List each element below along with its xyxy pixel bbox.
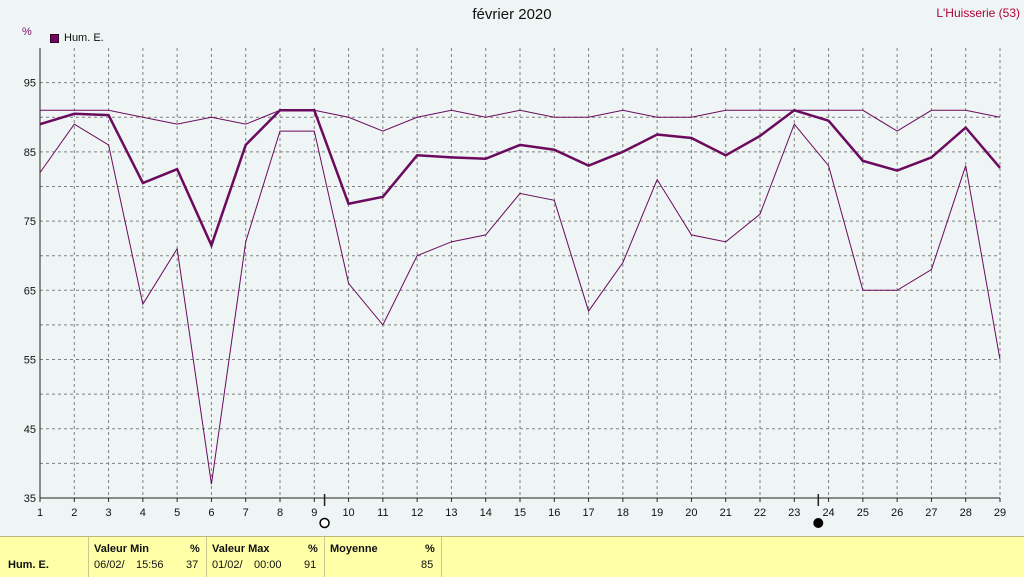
x-tick-label: 14 — [480, 507, 492, 519]
stats-min-time: 15:56 — [136, 559, 164, 571]
y-tick-label: 95 — [24, 78, 36, 90]
new-moon-icon — [813, 518, 824, 528]
chart-title: février 2020 — [472, 6, 552, 23]
x-tick-label: 27 — [925, 507, 937, 519]
stats-max-value: 91 — [304, 559, 317, 571]
y-tick-label: 65 — [24, 285, 36, 297]
stats-max-unit: % — [308, 543, 318, 555]
x-tick-label: 16 — [548, 507, 560, 519]
x-tick-label: 12 — [411, 507, 423, 519]
y-unit-label: % — [22, 26, 32, 38]
stats-min-unit: % — [190, 543, 200, 555]
x-tick-label: 28 — [960, 507, 972, 519]
stats-min-header: Valeur Min — [94, 543, 150, 555]
x-tick-label: 24 — [822, 507, 834, 519]
series-line-min — [39, 123, 1001, 485]
x-tick-label: 3 — [106, 507, 112, 519]
stats-min-value: 37 — [186, 559, 199, 571]
stats-mean-value: 85 — [421, 559, 434, 571]
x-tick-label: 7 — [243, 507, 249, 519]
chart-grid — [40, 48, 1001, 498]
stats-bar: Hum. E. Valeur Min % 06/02/ 15:56 37 Val… — [0, 536, 1024, 577]
x-tick-label: 10 — [342, 507, 354, 519]
moon-markers — [319, 494, 824, 529]
y-tick-label: 75 — [24, 216, 36, 228]
x-tick-label: 2 — [71, 507, 77, 519]
x-tick-label: 15 — [514, 507, 526, 519]
x-tick-label: 1 — [37, 507, 43, 519]
chart-series — [39, 108, 1001, 485]
x-tick-label: 18 — [617, 507, 629, 519]
x-tick-label: 6 — [208, 507, 214, 519]
stats-divider — [88, 537, 89, 577]
x-tick-label: 5 — [174, 507, 180, 519]
stats-max-time: 00:00 — [254, 559, 282, 571]
x-tick-label: 23 — [788, 507, 800, 519]
x-tick-label: 9 — [311, 507, 317, 519]
x-tick-label: 25 — [857, 507, 869, 519]
stats-min-date: 06/02/ — [94, 559, 125, 571]
stats-mean-header: Moyenne — [330, 543, 378, 555]
legend-swatch — [50, 33, 59, 43]
y-tick-label: 55 — [24, 355, 36, 367]
y-tick-label: 35 — [24, 493, 36, 505]
y-tick-label: 85 — [24, 147, 36, 159]
stats-mean-unit: % — [425, 543, 435, 555]
stats-row-label: Hum. E. — [8, 559, 49, 571]
series-line-max — [40, 109, 1001, 132]
x-tick-label: 8 — [277, 507, 283, 519]
legend-label: Hum. E. — [64, 32, 104, 44]
x-tick-label: 13 — [445, 507, 457, 519]
x-tick-label: 26 — [891, 507, 903, 519]
x-tick-labels: 1 2 3 4 5 6 7 8 9 10 11 12 13 14 15 16 17 18 19 20 21 22 23 24 2… — [37, 507, 1006, 519]
station-name: L'Huisserie (53) — [936, 6, 1020, 20]
stats-divider — [441, 537, 442, 577]
x-tick-label: 4 — [140, 507, 146, 519]
stats-max-date: 01/02/ — [212, 559, 243, 571]
y-tick-label: 45 — [24, 424, 36, 436]
full-moon-icon — [319, 517, 330, 529]
chart-legend: Hum. E. — [50, 32, 104, 44]
stats-max-header: Valeur Max — [212, 543, 270, 555]
x-tick-label: 22 — [754, 507, 766, 519]
x-tick-label: 21 — [720, 507, 732, 519]
stats-divider — [206, 537, 207, 577]
x-tick-label: 19 — [651, 507, 663, 519]
x-tick-label: 20 — [685, 507, 697, 519]
series-line-mean — [39, 108, 1001, 249]
x-tick-label: 29 — [994, 507, 1006, 519]
x-tick-label: 11 — [377, 507, 388, 519]
stats-divider — [324, 537, 325, 577]
x-tick-label: 17 — [582, 507, 594, 519]
y-tick-labels: 35 45 55 65 75 85 95 — [24, 78, 36, 505]
